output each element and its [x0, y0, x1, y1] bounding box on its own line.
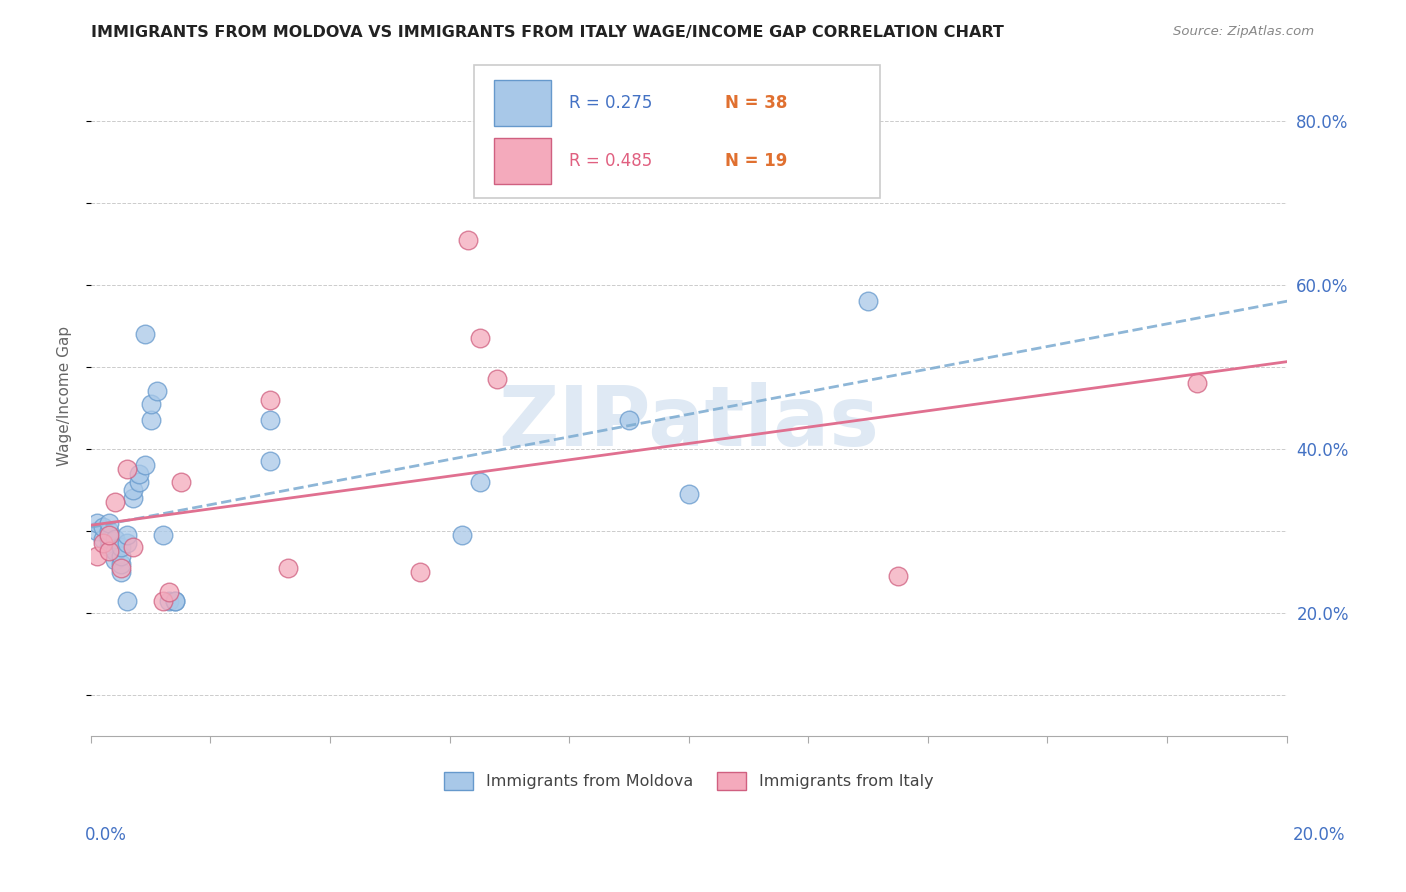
Bar	[494, 79, 551, 126]
Point	[163, 593, 186, 607]
Point	[91, 536, 114, 550]
Text: R = 0.275: R = 0.275	[569, 94, 652, 112]
Point	[104, 532, 127, 546]
Point	[97, 541, 120, 555]
Text: 20.0%: 20.0%	[1292, 826, 1346, 844]
Legend: Immigrants from Moldova, Immigrants from Italy: Immigrants from Moldova, Immigrants from…	[437, 766, 939, 797]
Point	[110, 549, 132, 563]
Point	[110, 565, 132, 579]
Point	[259, 413, 281, 427]
Point	[887, 569, 910, 583]
Text: ZIPatlas: ZIPatlas	[498, 383, 879, 463]
Point	[110, 557, 132, 571]
Point	[409, 565, 432, 579]
Point	[152, 528, 174, 542]
Point	[468, 331, 491, 345]
Text: IMMIGRANTS FROM MOLDOVA VS IMMIGRANTS FROM ITALY WAGE/INCOME GAP CORRELATION CHA: IMMIGRANTS FROM MOLDOVA VS IMMIGRANTS FR…	[91, 25, 1004, 40]
Text: N = 19: N = 19	[724, 152, 787, 169]
Point	[86, 516, 108, 530]
Text: Source: ZipAtlas.com: Source: ZipAtlas.com	[1174, 25, 1315, 38]
Point	[115, 528, 138, 542]
Point	[121, 483, 143, 497]
Text: R = 0.485: R = 0.485	[569, 152, 652, 169]
Point	[115, 593, 138, 607]
Text: N = 38: N = 38	[724, 94, 787, 112]
Point	[104, 495, 127, 509]
Point	[104, 544, 127, 558]
Point	[121, 541, 143, 555]
Point	[104, 552, 127, 566]
Point	[128, 475, 150, 489]
Point	[110, 561, 132, 575]
Point	[157, 585, 180, 599]
Point	[169, 475, 191, 489]
Point	[110, 541, 132, 555]
Point	[139, 397, 162, 411]
Point	[97, 532, 120, 546]
Text: 0.0%: 0.0%	[84, 826, 127, 844]
Point	[856, 294, 879, 309]
Point	[86, 549, 108, 563]
Point	[157, 593, 180, 607]
Point	[678, 487, 700, 501]
Point	[91, 532, 114, 546]
Point	[277, 561, 299, 575]
Point	[97, 544, 120, 558]
Point	[259, 454, 281, 468]
Point	[115, 462, 138, 476]
Point	[163, 593, 186, 607]
Point	[91, 520, 114, 534]
Point	[1185, 376, 1208, 391]
Point	[86, 524, 108, 538]
Point	[457, 233, 479, 247]
Point	[115, 536, 138, 550]
Y-axis label: Wage/Income Gap: Wage/Income Gap	[58, 326, 72, 466]
Point	[486, 372, 509, 386]
Point	[145, 384, 167, 399]
Point	[97, 528, 120, 542]
Point	[468, 475, 491, 489]
Point	[617, 413, 640, 427]
Point	[97, 524, 120, 538]
Point	[97, 516, 120, 530]
Point	[134, 327, 156, 342]
Point	[450, 528, 472, 542]
Point	[259, 392, 281, 407]
Point	[139, 413, 162, 427]
Point	[121, 491, 143, 505]
Point	[128, 467, 150, 481]
Point	[152, 593, 174, 607]
Bar	[494, 137, 551, 184]
Point	[134, 458, 156, 473]
FancyBboxPatch shape	[474, 65, 880, 198]
